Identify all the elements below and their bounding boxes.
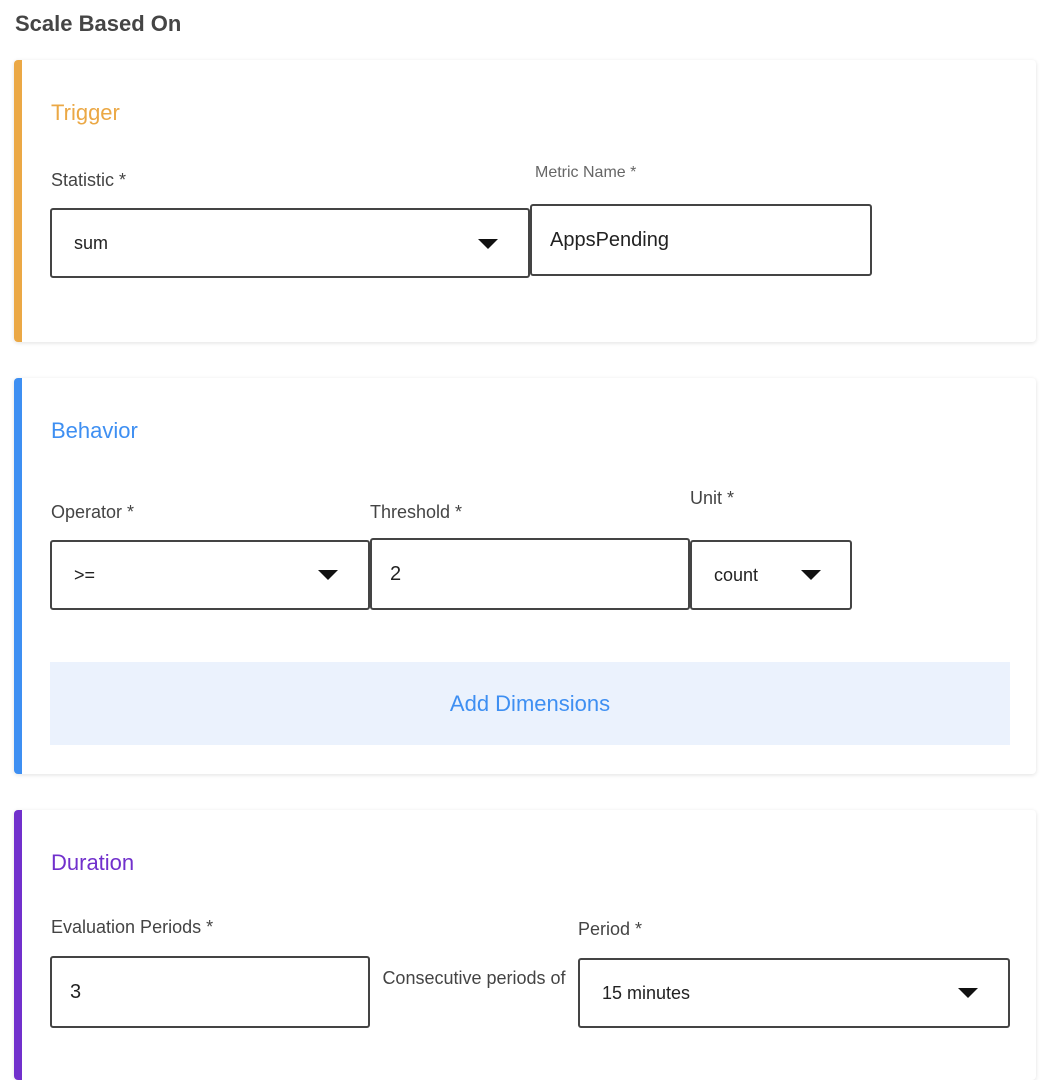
duration-card: Duration Evaluation Periods * 3 Consecut… xyxy=(14,810,1036,1080)
card-accent xyxy=(14,60,22,342)
evaluation-periods-value: 3 xyxy=(70,980,82,1003)
card-accent xyxy=(14,810,22,1080)
caret-down-icon xyxy=(801,570,821,580)
metric-name-input[interactable]: AppsPending xyxy=(530,204,872,276)
duration-heading: Duration xyxy=(51,850,135,875)
unit-value: count xyxy=(714,564,759,585)
operator-select[interactable]: >= xyxy=(50,540,370,610)
operator-label: Operator * xyxy=(51,502,135,522)
page-title: Scale Based On xyxy=(15,11,182,36)
period-label: Period * xyxy=(578,919,643,939)
statistic-value: sum xyxy=(74,232,109,253)
add-dimensions-button[interactable]: Add Dimensions xyxy=(50,662,1010,745)
metric-name-value: AppsPending xyxy=(550,228,669,251)
evaluation-periods-label: Evaluation Periods * xyxy=(51,917,214,937)
threshold-input[interactable]: 2 xyxy=(370,538,690,610)
caret-down-icon xyxy=(318,570,338,580)
caret-down-icon xyxy=(478,239,498,249)
behavior-card: Behavior Operator * >= Threshold * 2 Uni… xyxy=(14,378,1036,774)
statistic-select[interactable]: sum xyxy=(50,208,530,278)
caret-down-icon xyxy=(958,988,978,998)
statistic-label: Statistic * xyxy=(51,170,127,190)
period-value: 15 minutes xyxy=(602,982,691,1003)
trigger-card: Trigger Statistic * sum Metric Name * Ap… xyxy=(14,60,1036,342)
unit-select[interactable]: count xyxy=(690,540,852,610)
operator-value: >= xyxy=(74,564,96,585)
trigger-heading: Trigger xyxy=(51,100,120,125)
consecutive-periods-text: Consecutive periods of xyxy=(382,968,566,988)
behavior-heading: Behavior xyxy=(51,418,138,443)
card-accent xyxy=(14,378,22,774)
period-select[interactable]: 15 minutes xyxy=(578,958,1010,1028)
metric-name-label: Metric Name * xyxy=(535,164,637,181)
threshold-label: Threshold * xyxy=(370,502,463,522)
evaluation-periods-input[interactable]: 3 xyxy=(50,956,370,1028)
threshold-value: 2 xyxy=(390,562,402,585)
unit-label: Unit * xyxy=(690,488,735,508)
